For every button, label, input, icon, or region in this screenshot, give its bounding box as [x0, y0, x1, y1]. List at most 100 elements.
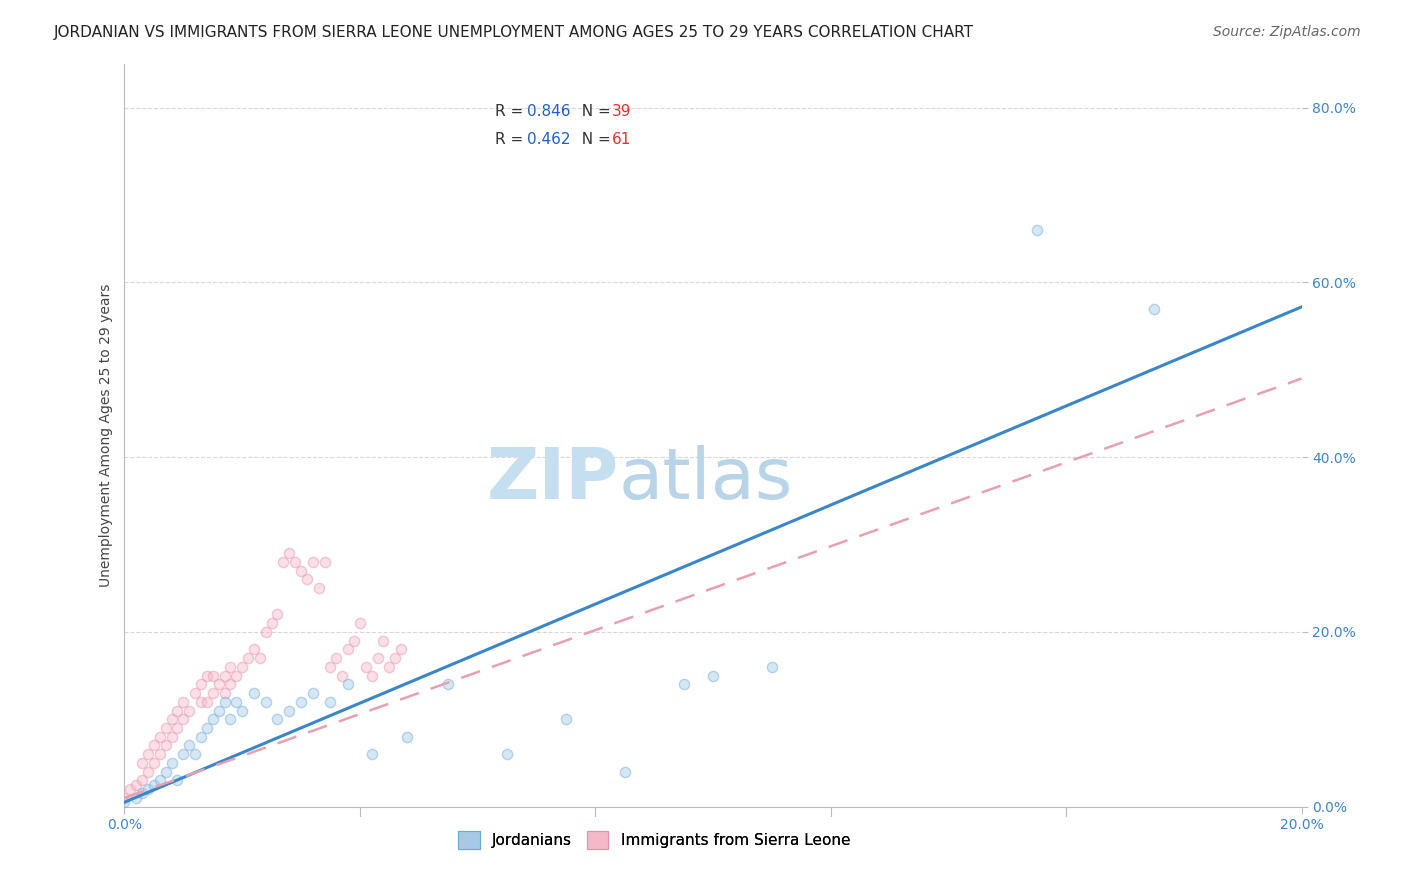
Point [437, 677, 460, 691]
Point [378, 660, 401, 674]
Point [278, 546, 301, 560]
Point [114, 795, 136, 809]
Point [184, 686, 207, 700]
Point [496, 747, 519, 761]
Text: R =: R = [495, 104, 529, 120]
Text: 0.846: 0.846 [527, 104, 571, 120]
Point [201, 668, 224, 682]
Point [613, 764, 636, 779]
Point [373, 633, 395, 648]
Point [249, 651, 271, 665]
Point [131, 756, 153, 770]
Point [290, 695, 312, 709]
Point [337, 677, 360, 691]
Point [125, 790, 148, 805]
Point [702, 668, 724, 682]
Point [266, 607, 288, 622]
Point [190, 677, 212, 691]
Point [214, 668, 236, 682]
Point [142, 756, 165, 770]
Point [114, 790, 136, 805]
Point [395, 730, 418, 744]
Point [308, 581, 330, 595]
Point [201, 712, 224, 726]
Point [149, 747, 172, 761]
Point [225, 668, 247, 682]
Point [243, 642, 266, 657]
Point [131, 787, 153, 801]
Point [179, 739, 201, 753]
Point [149, 773, 172, 788]
Point [761, 660, 783, 674]
Text: N =: N = [572, 104, 616, 120]
Point [1143, 301, 1166, 316]
Point [295, 573, 318, 587]
Text: 61: 61 [612, 132, 631, 147]
Text: 0.462: 0.462 [527, 132, 571, 147]
Point [354, 660, 377, 674]
Point [337, 642, 360, 657]
Point [290, 564, 312, 578]
Text: R =: R = [495, 132, 529, 147]
Point [214, 686, 236, 700]
Legend: Jordanians, Immigrants from Sierra Leone: Jordanians, Immigrants from Sierra Leone [453, 825, 856, 855]
Point [389, 642, 412, 657]
Point [172, 695, 194, 709]
Point [136, 764, 159, 779]
Text: JORDANIAN VS IMMIGRANTS FROM SIERRA LEONE UNEMPLOYMENT AMONG AGES 25 TO 29 YEARS: JORDANIAN VS IMMIGRANTS FROM SIERRA LEON… [53, 25, 973, 40]
Point [142, 739, 165, 753]
Point [166, 721, 188, 735]
Point [301, 555, 323, 569]
Point [384, 651, 406, 665]
Point [155, 721, 177, 735]
Point [219, 660, 242, 674]
Point [301, 686, 323, 700]
Point [166, 704, 188, 718]
Point [172, 747, 194, 761]
Point [314, 555, 336, 569]
Point [155, 739, 177, 753]
Point [319, 660, 342, 674]
Point [231, 704, 253, 718]
Point [243, 686, 266, 700]
Point [330, 668, 353, 682]
Point [201, 686, 224, 700]
Point [125, 778, 148, 792]
Point [266, 712, 288, 726]
Point [273, 555, 295, 569]
Point [319, 695, 342, 709]
Point [1025, 223, 1047, 237]
Point [160, 756, 183, 770]
Point [254, 624, 277, 639]
Point [195, 695, 218, 709]
Text: ZIP: ZIP [486, 445, 619, 515]
Point [208, 704, 231, 718]
Point [214, 695, 236, 709]
Point [325, 651, 347, 665]
Point [360, 668, 382, 682]
Point [190, 730, 212, 744]
Point [166, 773, 188, 788]
Point [131, 773, 153, 788]
Point [172, 712, 194, 726]
Text: atlas: atlas [619, 445, 793, 515]
Point [360, 747, 382, 761]
Point [190, 695, 212, 709]
Point [160, 730, 183, 744]
Point [236, 651, 259, 665]
Point [219, 712, 242, 726]
Text: Source: ZipAtlas.com: Source: ZipAtlas.com [1213, 25, 1361, 39]
Point [149, 730, 172, 744]
Point [349, 616, 371, 631]
Point [195, 668, 218, 682]
Point [155, 764, 177, 779]
Point [260, 616, 283, 631]
Text: N =: N = [572, 132, 616, 147]
Point [343, 633, 366, 648]
Point [184, 747, 207, 761]
Point [367, 651, 389, 665]
Point [254, 695, 277, 709]
Point [142, 778, 165, 792]
Point [231, 660, 253, 674]
Point [136, 747, 159, 761]
